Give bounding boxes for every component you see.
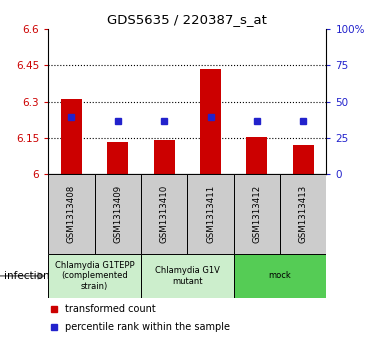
Text: transformed count: transformed count bbox=[65, 305, 156, 314]
Text: percentile rank within the sample: percentile rank within the sample bbox=[65, 322, 230, 333]
Text: Chlamydia G1TEPP
(complemented
strain): Chlamydia G1TEPP (complemented strain) bbox=[55, 261, 134, 291]
Bar bbox=[141, 254, 234, 298]
Bar bbox=[107, 142, 128, 174]
Text: GSM1313413: GSM1313413 bbox=[299, 185, 308, 243]
Text: mock: mock bbox=[269, 272, 292, 280]
Text: GSM1313409: GSM1313409 bbox=[113, 185, 122, 243]
Text: infection: infection bbox=[4, 271, 49, 281]
Bar bbox=[234, 174, 280, 254]
Bar bbox=[187, 174, 234, 254]
Bar bbox=[141, 174, 187, 254]
Bar bbox=[280, 174, 326, 254]
Text: GSM1313410: GSM1313410 bbox=[160, 185, 169, 243]
Bar bbox=[95, 174, 141, 254]
Bar bbox=[246, 138, 267, 174]
Bar bbox=[200, 69, 221, 174]
Bar bbox=[154, 140, 175, 174]
Bar bbox=[61, 99, 82, 174]
Text: GSM1313412: GSM1313412 bbox=[252, 185, 262, 243]
Bar bbox=[293, 145, 314, 174]
Bar bbox=[48, 254, 141, 298]
Text: GSM1313408: GSM1313408 bbox=[67, 185, 76, 243]
Bar bbox=[234, 254, 326, 298]
Text: GSM1313411: GSM1313411 bbox=[206, 185, 215, 243]
Text: Chlamydia G1V
mutant: Chlamydia G1V mutant bbox=[155, 266, 220, 286]
Bar bbox=[48, 174, 95, 254]
Title: GDS5635 / 220387_s_at: GDS5635 / 220387_s_at bbox=[108, 13, 267, 26]
